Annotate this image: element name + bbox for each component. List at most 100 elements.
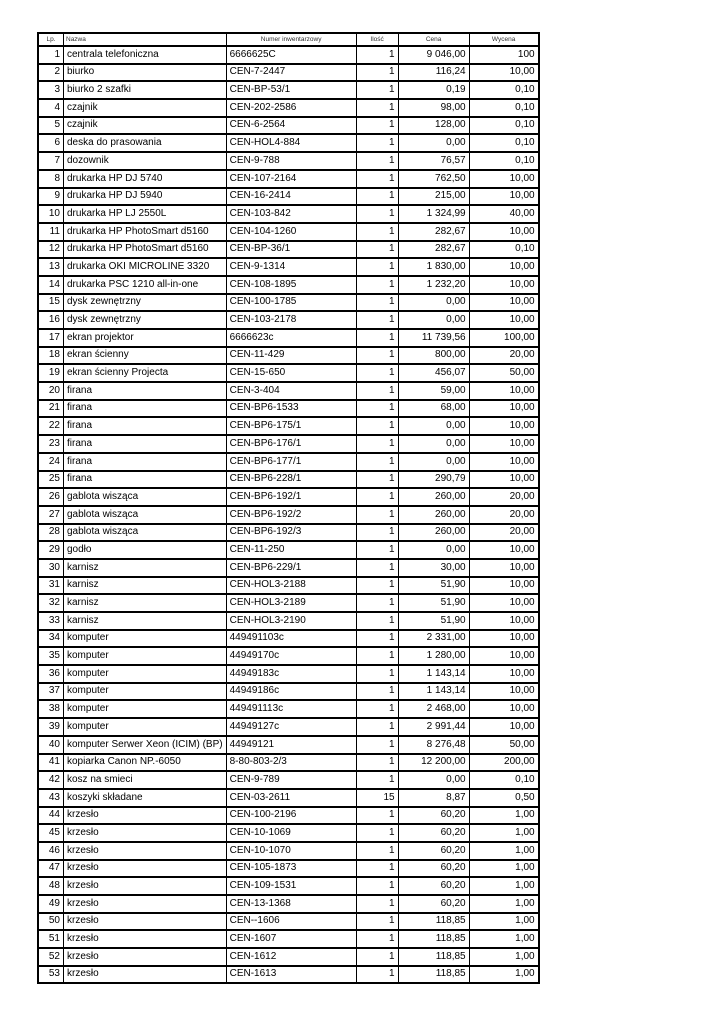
table-row: 4 czajnik CEN-202-2586 1 98,00 0,10 — [38, 99, 539, 117]
table-header-row: Lp. Nazwa Numer inwentarzowy Ilość Cena … — [38, 33, 539, 46]
cell-nazwa: krzesło — [64, 912, 227, 931]
cell-nazwa: ekran ścienny — [64, 346, 227, 365]
cell-ilosc: 15 — [356, 788, 399, 807]
cell-cena: 8 276,48 — [398, 735, 470, 754]
cell-lp: 11 — [38, 222, 64, 241]
cell-numer-inwentarzowy: 44949170c — [226, 647, 357, 666]
cell-wycena: 10,00 — [469, 594, 539, 612]
table-row: 31 karnisz CEN-HOL3-2188 1 51,90 10,00 — [38, 576, 539, 595]
cell-ilosc: 1 — [356, 576, 399, 595]
cell-numer-inwentarzowy: CEN-HOL3-2189 — [226, 594, 357, 612]
cell-wycena: 10,00 — [469, 222, 539, 241]
table-row: 29 godło CEN-11-250 1 0,00 10,00 — [38, 541, 539, 559]
cell-lp: 32 — [38, 594, 64, 612]
table-row: 49 krzesło CEN-13-1368 1 60,20 1,00 — [38, 895, 539, 913]
table-row: 15 dysk zewnętrzny CEN-100-1785 1 0,00 1… — [38, 293, 539, 312]
cell-nazwa: komputer — [64, 718, 227, 736]
cell-cena: 98,00 — [398, 99, 470, 117]
table-row: 3 biurko 2 szafki CEN-BP-53/1 1 0,19 0,1… — [38, 81, 539, 100]
cell-ilosc: 1 — [356, 612, 399, 630]
cell-lp: 12 — [38, 240, 64, 259]
table-row: 33 karnisz CEN-HOL3-2190 1 51,90 10,00 — [38, 612, 539, 630]
cell-numer-inwentarzowy: 44949121 — [226, 735, 357, 754]
table-row: 18 ekran ścienny CEN-11-429 1 800,00 20,… — [38, 346, 539, 365]
cell-cena: 59,00 — [398, 382, 470, 400]
cell-cena: 12 200,00 — [398, 753, 470, 772]
cell-wycena: 10,00 — [469, 612, 539, 630]
table-row: 8 drukarka HP DJ 5740 CEN-107-2164 1 762… — [38, 169, 539, 188]
cell-ilosc: 1 — [356, 505, 399, 524]
cell-wycena: 100,00 — [469, 329, 539, 347]
cell-ilosc: 1 — [356, 382, 399, 400]
cell-lp: 26 — [38, 488, 64, 506]
cell-nazwa: czajnik — [64, 116, 227, 135]
cell-numer-inwentarzowy: CEN-HOL3-2188 — [226, 576, 357, 595]
cell-cena: 0,00 — [398, 771, 470, 789]
cell-wycena: 10,00 — [469, 417, 539, 436]
cell-wycena: 1,00 — [469, 859, 539, 878]
cell-lp: 37 — [38, 682, 64, 701]
cell-nazwa: krzesło — [64, 930, 227, 949]
cell-numer-inwentarzowy: CEN-104-1260 — [226, 222, 357, 241]
table-row: 5 czajnik CEN-6-2564 1 128,00 0,10 — [38, 116, 539, 135]
cell-wycena: 1,00 — [469, 948, 539, 966]
cell-cena: 0,00 — [398, 417, 470, 436]
cell-nazwa: firana — [64, 399, 227, 418]
table-row: 10 drukarka HP LJ 2550L CEN-103-842 1 1 … — [38, 205, 539, 223]
cell-wycena: 10,00 — [469, 470, 539, 489]
cell-wycena: 0,10 — [469, 771, 539, 789]
table-row: 40 komputer Serwer Xeon (ICIM) (BP) 4494… — [38, 735, 539, 754]
cell-ilosc: 1 — [356, 152, 399, 170]
cell-nazwa: centrala telefoniczna — [64, 46, 227, 64]
cell-numer-inwentarzowy: CEN-6-2564 — [226, 116, 357, 135]
cell-wycena: 0,50 — [469, 788, 539, 807]
cell-lp: 49 — [38, 895, 64, 913]
cell-nazwa: dysk zewnętrzny — [64, 293, 227, 312]
cell-ilosc: 1 — [356, 99, 399, 117]
cell-ilosc: 1 — [356, 470, 399, 489]
column-header-nazwa: Nazwa — [64, 33, 227, 46]
cell-wycena: 10,00 — [469, 293, 539, 312]
cell-lp: 7 — [38, 152, 64, 170]
cell-wycena: 200,00 — [469, 753, 539, 772]
table-row: 32 karnisz CEN-HOL3-2189 1 51,90 10,00 — [38, 594, 539, 612]
cell-wycena: 10,00 — [469, 275, 539, 294]
cell-nazwa: krzesło — [64, 859, 227, 878]
cell-wycena: 1,00 — [469, 877, 539, 895]
cell-wycena: 10,00 — [469, 311, 539, 329]
cell-ilosc: 1 — [356, 558, 399, 577]
cell-nazwa: biurko — [64, 63, 227, 82]
cell-wycena: 10,00 — [469, 576, 539, 595]
cell-cena: 1 143,14 — [398, 682, 470, 701]
cell-wycena: 50,00 — [469, 735, 539, 754]
cell-wycena: 10,00 — [469, 399, 539, 418]
cell-numer-inwentarzowy: CEN-BP6-192/2 — [226, 505, 357, 524]
cell-cena: 116,24 — [398, 63, 470, 82]
cell-numer-inwentarzowy: CEN-10-1069 — [226, 824, 357, 842]
table-row: 1 centrala telefoniczna 6666625C 1 9 046… — [38, 46, 539, 64]
cell-ilosc: 1 — [356, 435, 399, 453]
cell-nazwa: firana — [64, 452, 227, 471]
cell-wycena: 1,00 — [469, 824, 539, 842]
cell-cena: 118,85 — [398, 965, 470, 984]
cell-numer-inwentarzowy: CEN-3-404 — [226, 382, 357, 400]
cell-nazwa: kopiarka Canon NP.-6050 — [64, 753, 227, 772]
cell-numer-inwentarzowy: CEN-109-1531 — [226, 877, 357, 895]
column-header-wycena: Wycena — [469, 33, 539, 46]
table-row: 44 krzesło CEN-100-2196 1 60,20 1,00 — [38, 806, 539, 825]
cell-ilosc: 1 — [356, 81, 399, 100]
cell-nazwa: ekran projektor — [64, 329, 227, 347]
cell-lp: 22 — [38, 417, 64, 436]
cell-lp: 23 — [38, 435, 64, 453]
cell-lp: 5 — [38, 116, 64, 135]
cell-ilosc: 1 — [356, 771, 399, 789]
table-row: 43 koszyki składane CEN-03-2611 15 8,87 … — [38, 788, 539, 807]
cell-ilosc: 1 — [356, 240, 399, 259]
cell-cena: 118,85 — [398, 948, 470, 966]
cell-lp: 31 — [38, 576, 64, 595]
cell-nazwa: komputer — [64, 629, 227, 648]
cell-nazwa: biurko 2 szafki — [64, 81, 227, 100]
cell-nazwa: gablota wisząca — [64, 505, 227, 524]
cell-nazwa: drukarka HP PhotoSmart d5160 — [64, 240, 227, 259]
cell-lp: 30 — [38, 558, 64, 577]
